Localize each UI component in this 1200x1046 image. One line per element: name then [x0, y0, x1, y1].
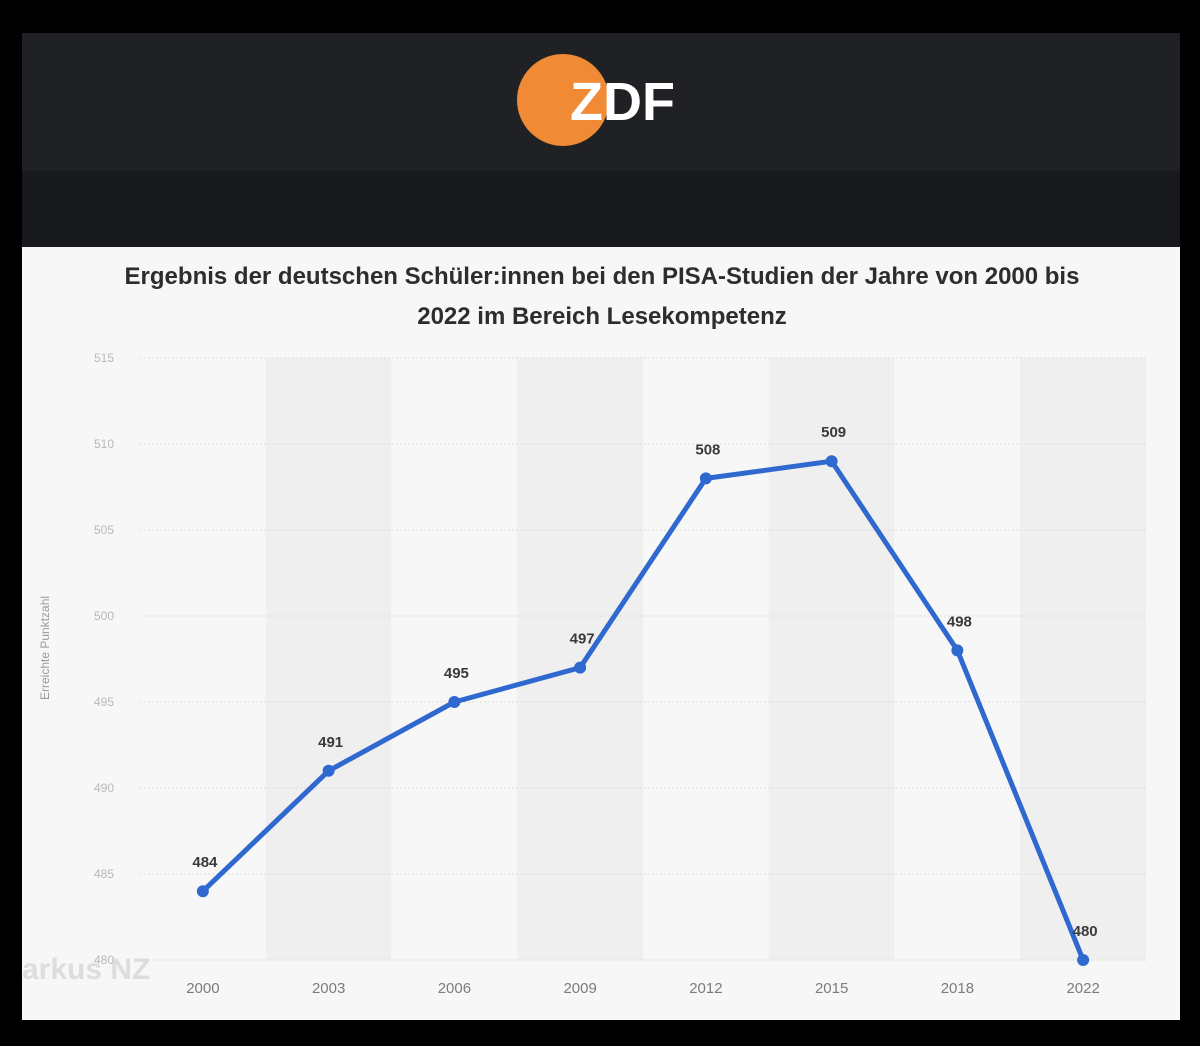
data-point [322, 764, 335, 777]
x-tick-label: 2009 [563, 980, 596, 997]
y-tick-label: 510 [94, 437, 114, 451]
data-point [951, 644, 964, 657]
column-stripe [894, 358, 1021, 960]
x-tick-label: 2000 [186, 980, 219, 997]
x-tick-label: 2003 [312, 980, 345, 997]
y-tick-label: 490 [94, 781, 114, 795]
y-tick-label: 485 [94, 867, 114, 881]
bottom-black-band [0, 1020, 1200, 1046]
data-point [196, 885, 209, 898]
y-tick-label: 515 [94, 351, 114, 365]
data-point [1077, 954, 1090, 966]
top-black-band [22, 0, 1180, 33]
column-stripe [768, 358, 895, 960]
data-label: 497 [570, 631, 595, 648]
y-tick-label: 500 [94, 609, 114, 623]
data-point [448, 696, 461, 708]
data-point [825, 455, 838, 468]
y-tick-label: 505 [94, 523, 114, 537]
zdf-logo: ZDF [517, 54, 675, 146]
data-label: 509 [821, 424, 846, 441]
data-point [699, 472, 712, 485]
data-label: 491 [318, 734, 343, 751]
column-stripe [140, 358, 266, 960]
data-label: 484 [192, 854, 218, 871]
y-tick-label: 480 [94, 953, 114, 967]
zdf-logo-text: ZDF [570, 72, 675, 132]
line-chart: 480 485 490 495 500 505 510 515 2000 2003 2006 2009… [94, 351, 1146, 997]
chart-title: Ergebnis der deutschen Schüler:innen bei… [124, 263, 1080, 330]
column-stripe [517, 358, 643, 960]
column-stripe [391, 358, 518, 960]
column-stripe [1020, 358, 1146, 960]
x-tick-label: 2006 [438, 980, 471, 997]
series-line [200, 458, 1086, 963]
x-tick-label: 2015 [815, 980, 848, 997]
watermark: arkus NZ [22, 953, 151, 986]
data-point [574, 661, 587, 674]
x-tick-label: 2018 [941, 980, 974, 997]
x-tick-label: 2012 [689, 980, 722, 997]
column-stripe [643, 358, 769, 960]
zdf-logo-circle [517, 54, 609, 146]
data-label: 498 [947, 613, 972, 630]
data-label: 508 [695, 441, 720, 458]
header-lower-strip [22, 171, 1180, 247]
data-label: 480 [1073, 923, 1098, 940]
x-tick-label: 2022 [1066, 980, 1099, 997]
data-label: 495 [444, 665, 469, 682]
y-tick-label: 495 [94, 695, 114, 709]
column-stripe [265, 358, 392, 960]
